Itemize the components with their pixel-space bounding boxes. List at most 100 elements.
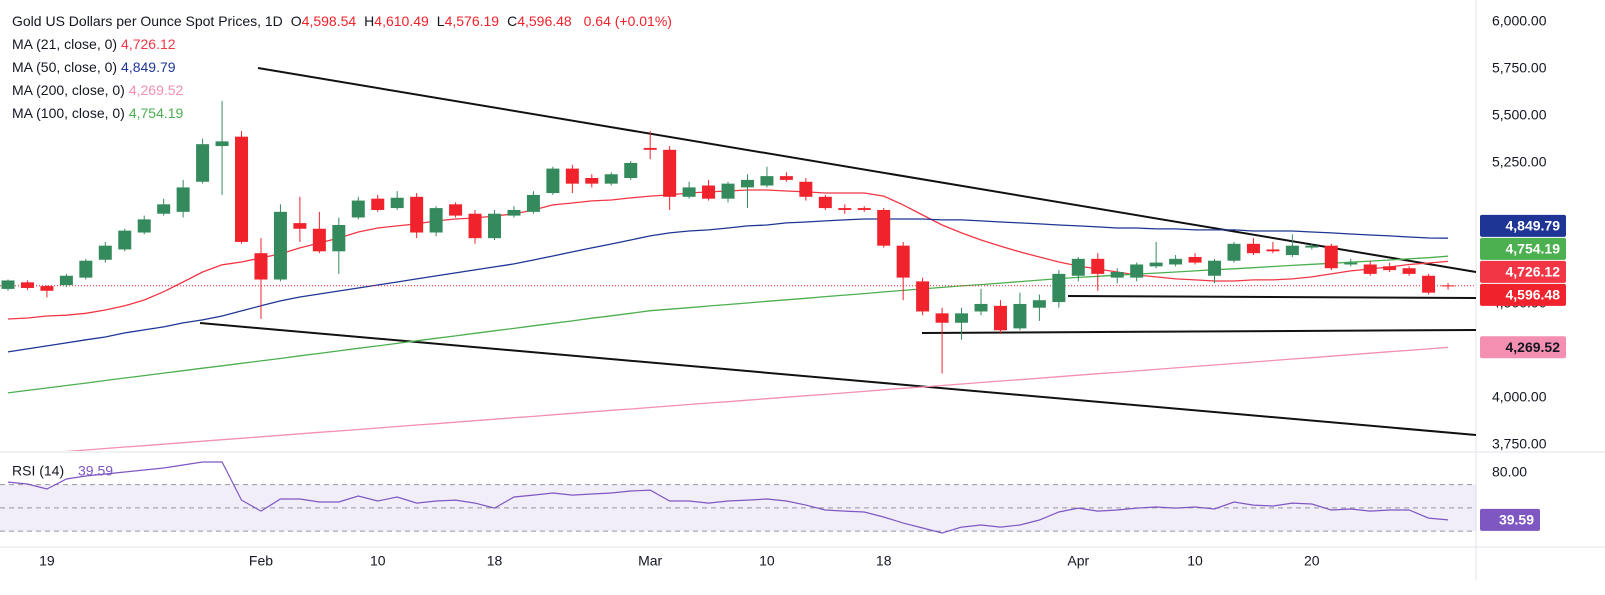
candle-body bbox=[1383, 266, 1397, 271]
candle-body bbox=[273, 211, 287, 280]
candle-body bbox=[1324, 245, 1338, 269]
ohlc-value: 4,610.49 bbox=[374, 13, 429, 29]
candle-body bbox=[1246, 243, 1260, 254]
candle-body bbox=[643, 147, 657, 150]
candle-body bbox=[993, 305, 1007, 331]
candle-body bbox=[1188, 256, 1202, 263]
candle-body bbox=[955, 313, 969, 323]
legend-row: MA (100, close, 0) 4,754.19 bbox=[12, 102, 672, 125]
candle-body bbox=[59, 275, 73, 286]
candle-body bbox=[1402, 268, 1416, 274]
candle-body bbox=[546, 168, 560, 194]
ohlc-value: 4,576.19 bbox=[444, 13, 500, 29]
y-tick-label: 5,750.00 bbox=[1492, 60, 1547, 76]
candle-body bbox=[1285, 245, 1299, 256]
candle-body bbox=[118, 230, 132, 250]
x-tick-label: 10 bbox=[759, 553, 775, 569]
candle-body bbox=[488, 213, 501, 239]
candle-body bbox=[196, 144, 210, 182]
x-tick-label: 18 bbox=[876, 553, 892, 569]
y-tick-label: 4,000.00 bbox=[1492, 389, 1547, 405]
x-tick-label: 10 bbox=[1187, 553, 1203, 569]
y-tick-label: 5,250.00 bbox=[1492, 154, 1547, 170]
price-badge bbox=[1480, 283, 1566, 306]
legend-row: MA (200, close, 0) 4,269.52 bbox=[12, 79, 672, 102]
rsi-badge-label: 39.59 bbox=[1499, 512, 1534, 528]
candle-body bbox=[410, 196, 424, 233]
candle-body bbox=[857, 208, 871, 210]
candle-body bbox=[1130, 264, 1144, 278]
x-tick-label: Mar bbox=[638, 553, 662, 569]
candle-body bbox=[1, 280, 15, 289]
candle-body bbox=[1441, 285, 1455, 287]
legend-name: MA (100, close, 0) bbox=[12, 105, 125, 121]
candle-body bbox=[585, 178, 599, 184]
legend: Gold US Dollars per Ounce Spot Prices, 1… bbox=[12, 10, 672, 125]
candle-body bbox=[974, 303, 988, 312]
ohlc-key: L bbox=[436, 13, 445, 29]
candle-body bbox=[838, 208, 852, 210]
legend-name: MA (50, close, 0) bbox=[12, 59, 118, 75]
candle-body bbox=[624, 162, 638, 179]
ohlc-key: H bbox=[364, 13, 375, 29]
candle-body bbox=[682, 187, 696, 197]
candle-body bbox=[740, 179, 754, 188]
candle-body bbox=[526, 194, 540, 212]
candle-body bbox=[779, 176, 793, 180]
rsi-value: 39.59 bbox=[78, 463, 113, 479]
price-badge-label: 4,269.52 bbox=[1506, 339, 1561, 355]
candle-body bbox=[390, 197, 404, 209]
candle-body bbox=[351, 200, 365, 218]
rsi-name: RSI (14) bbox=[12, 463, 64, 479]
price-badge-label: 4,849.79 bbox=[1506, 218, 1561, 234]
x-tick-label: 10 bbox=[370, 553, 386, 569]
candle-body bbox=[293, 223, 307, 229]
candle-body bbox=[1208, 260, 1222, 276]
candle-body bbox=[312, 228, 326, 252]
candle-body bbox=[1052, 273, 1066, 303]
candle-body bbox=[157, 204, 171, 214]
price-badge-label: 4,596.48 bbox=[1506, 287, 1561, 303]
candle-body bbox=[468, 213, 482, 239]
x-tick-label: 18 bbox=[487, 553, 503, 569]
header-row: Gold US Dollars per Ounce Spot Prices, 1… bbox=[12, 10, 672, 33]
candle-body bbox=[1110, 271, 1124, 278]
legend-value: 4,849.79 bbox=[121, 59, 176, 75]
price-badge bbox=[1480, 237, 1566, 260]
legend-value: 4,269.52 bbox=[128, 82, 184, 98]
x-tick-label: Apr bbox=[1067, 553, 1089, 569]
candle-body bbox=[1305, 245, 1319, 248]
price-badge bbox=[1480, 260, 1566, 283]
candle-body bbox=[235, 136, 249, 242]
ma-line bbox=[64, 346, 1449, 451]
candle-body bbox=[1091, 258, 1105, 274]
candle-body bbox=[818, 196, 832, 209]
ohlc-value: 4,598.54 bbox=[301, 13, 357, 29]
candle-body bbox=[1363, 264, 1377, 274]
candle-body bbox=[40, 286, 54, 291]
candle-body bbox=[1149, 262, 1163, 267]
candle-body bbox=[98, 245, 112, 260]
ma-line bbox=[7, 218, 1449, 353]
candle-body bbox=[916, 281, 930, 312]
candle-body bbox=[604, 174, 618, 184]
candle-body bbox=[760, 176, 774, 186]
x-tick-label: 19 bbox=[39, 553, 55, 569]
y-tick-label: 3,750.00 bbox=[1492, 436, 1547, 452]
x-tick-label: 20 bbox=[1304, 553, 1320, 569]
candle-body bbox=[1169, 258, 1183, 265]
candle-body bbox=[799, 181, 813, 197]
candle-body bbox=[565, 168, 579, 184]
candle-body bbox=[371, 198, 385, 210]
candles bbox=[1, 100, 1455, 374]
candle-body bbox=[1032, 300, 1046, 308]
price-badge-label: 4,754.19 bbox=[1506, 241, 1561, 257]
candle-body bbox=[1227, 243, 1241, 261]
trendline bbox=[1067, 295, 1477, 299]
candle-body bbox=[877, 209, 891, 246]
candle-body bbox=[1266, 249, 1280, 252]
candle-body bbox=[1344, 262, 1358, 265]
candle-body bbox=[721, 183, 735, 199]
